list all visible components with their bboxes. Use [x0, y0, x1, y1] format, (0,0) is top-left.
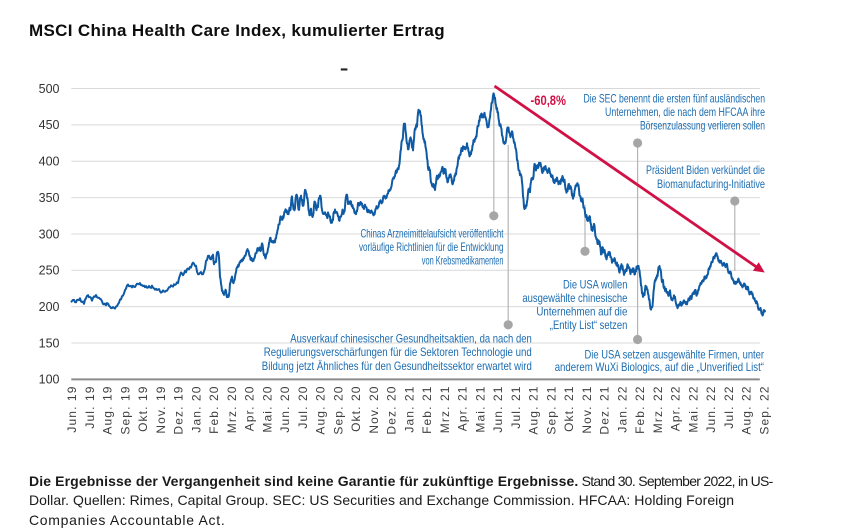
svg-text:Dez. 20: Dez. 20: [385, 386, 399, 435]
svg-text:Nov. 20: Nov. 20: [367, 386, 381, 434]
svg-text:200: 200: [39, 300, 60, 314]
svg-text:Jun. 22: Jun. 22: [704, 386, 718, 433]
svg-text:Apr. 21: Apr. 21: [456, 386, 470, 432]
svg-text:anderem WuXi Biologics, auf di: anderem WuXi Biologics, auf die „Unverif…: [555, 360, 764, 374]
svg-text:Jan. 20: Jan. 20: [189, 386, 203, 433]
svg-text:500: 500: [39, 82, 60, 96]
svg-text:400: 400: [39, 155, 60, 169]
svg-text:Mrz. 20: Mrz. 20: [225, 386, 239, 434]
svg-text:Sep. 20: Sep. 20: [331, 386, 345, 435]
svg-text:Jun. 20: Jun. 20: [278, 386, 292, 433]
svg-text:Sep. 21: Sep. 21: [544, 386, 558, 435]
svg-text:Die USA wollen: Die USA wollen: [563, 277, 627, 291]
svg-text:-60,8%: -60,8%: [531, 93, 567, 108]
svg-text:Mai. 21: Mai. 21: [473, 386, 487, 433]
svg-text:Okt. 20: Okt. 20: [349, 386, 363, 432]
svg-text:Mai. 22: Mai. 22: [686, 386, 700, 433]
svg-text:Ausverkauf chinesischer Gesund: Ausverkauf chinesischer Gesundheitsaktie…: [290, 332, 532, 346]
svg-text:Die USA setzen ausgewählte Fir: Die USA setzen ausgewählte Firmen, unter: [585, 348, 765, 362]
svg-text:Mrz. 22: Mrz. 22: [651, 386, 665, 434]
svg-text:450: 450: [39, 118, 60, 132]
svg-text:Die SEC benennt die ersten fün: Die SEC benennt die ersten fünf ausländi…: [584, 92, 766, 106]
svg-text:Regulierungsverschärfungen für: Regulierungsverschärfungen für die Sekto…: [264, 345, 532, 359]
svg-text:Aug. 19: Aug. 19: [101, 386, 115, 435]
svg-text:Sep. 19: Sep. 19: [118, 386, 132, 435]
svg-text:Okt. 19: Okt. 19: [136, 386, 150, 432]
svg-text:Präsident Biden verkündet die: Präsident Biden verkündet die: [646, 163, 765, 177]
svg-text:Feb. 20: Feb. 20: [207, 386, 221, 434]
svg-text:Unternehmen auf die: Unternehmen auf die: [536, 304, 627, 318]
svg-text:100: 100: [39, 373, 60, 387]
svg-text:Jan. 21: Jan. 21: [402, 386, 416, 433]
svg-text:Feb. 21: Feb. 21: [420, 386, 434, 434]
svg-text:Aug. 21: Aug. 21: [527, 386, 541, 435]
svg-text:Chinas Arzneimittelaufsicht ve: Chinas Arzneimittelaufsicht veröffentlic…: [361, 227, 504, 241]
svg-text:Mai. 20: Mai. 20: [260, 386, 274, 433]
svg-text:Jun. 21: Jun. 21: [491, 386, 505, 433]
svg-text:Dez. 21: Dez. 21: [598, 386, 612, 435]
svg-text:Sep. 22: Sep. 22: [757, 386, 771, 435]
svg-text:Jul. 21: Jul. 21: [509, 386, 523, 429]
svg-text:250: 250: [39, 264, 60, 278]
svg-text:Bildung jetzt Ähnliches für de: Bildung jetzt Ähnliches für den Gesundhe…: [262, 359, 532, 373]
svg-text:Jun. 19: Jun. 19: [65, 386, 79, 433]
svg-text:Biomanufacturing-Initiative: Biomanufacturing-Initiative: [657, 177, 765, 191]
svg-text:Apr. 22: Apr. 22: [669, 386, 683, 432]
svg-text:„Entity List“ setzen: „Entity List“ setzen: [550, 318, 628, 332]
svg-text:Jan. 22: Jan. 22: [615, 386, 629, 433]
svg-text:Aug. 20: Aug. 20: [314, 386, 328, 435]
svg-text:Jul. 19: Jul. 19: [83, 386, 97, 429]
svg-text:von Krebsmedikamenten: von Krebsmedikamenten: [422, 254, 504, 268]
svg-text:Jul. 20: Jul. 20: [296, 386, 310, 429]
svg-text:Jul. 22: Jul. 22: [722, 386, 736, 429]
svg-text:Börsenzulassung verlieren soll: Börsenzulassung verlieren sollen: [640, 119, 765, 133]
svg-text:Apr. 20: Apr. 20: [243, 386, 257, 432]
svg-text:Nov. 21: Nov. 21: [580, 386, 594, 434]
svg-text:Dez. 19: Dez. 19: [172, 386, 186, 435]
svg-text:vorläufige Richtlinien für die: vorläufige Richtlinien für die Entwicklu…: [359, 240, 504, 254]
svg-text:ausgewählte chinesische: ausgewählte chinesische: [522, 291, 627, 305]
svg-text:300: 300: [39, 227, 60, 241]
svg-text:150: 150: [39, 336, 60, 350]
svg-text:350: 350: [39, 191, 60, 205]
svg-text:Feb. 22: Feb. 22: [633, 386, 647, 434]
svg-text:Mrz. 21: Mrz. 21: [438, 386, 452, 434]
svg-text:Nov. 19: Nov. 19: [154, 386, 168, 434]
svg-text:Unternehmen, die nach dem HFCA: Unternehmen, die nach dem HFCAA ihre: [605, 105, 765, 119]
svg-text:Okt. 21: Okt. 21: [562, 386, 576, 432]
svg-text:Aug. 22: Aug. 22: [740, 386, 754, 435]
